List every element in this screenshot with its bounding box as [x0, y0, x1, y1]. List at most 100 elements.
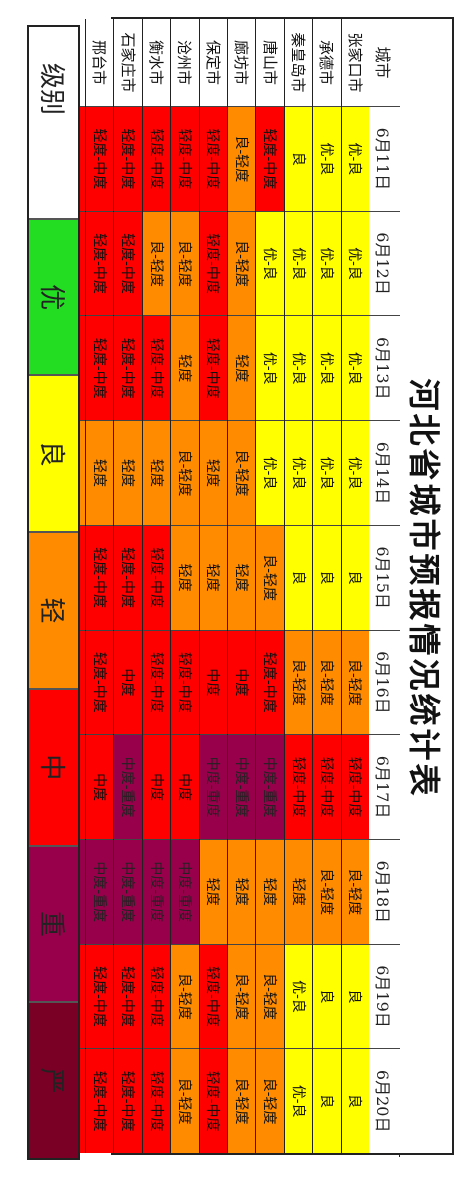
table-row: 石家庄市 轻度-中度 轻度-中度 轻度-中度 轻度 轻度-中度 中度 中度-重度 中度-重度 轻度…	[113, 19, 142, 1154]
forecast-cell: 优-良	[284, 211, 313, 317]
forecast-cell: 轻度-中度	[114, 1049, 142, 1154]
forecast-cell: 优-良	[284, 421, 313, 526]
city-name: 沧州市	[171, 19, 199, 107]
forecast-cell: 轻度-中度	[142, 944, 171, 1050]
level-legend: 级别 优良轻中重严	[27, 25, 80, 1160]
forecast-cell: 良-轻度	[313, 630, 341, 736]
forecast-cell: 轻度-中度	[256, 630, 284, 736]
city-name: 承德市	[313, 19, 341, 107]
header-date: 6月20日	[373, 1069, 393, 1133]
forecast-cell: 良-轻度	[142, 211, 171, 317]
forecast-cell: 轻度-中度	[142, 630, 171, 736]
forecast-cell: 轻度	[171, 316, 199, 422]
forecast-cell: 轻度-中度	[341, 735, 369, 840]
forecast-cell: 轻度-中度	[142, 525, 171, 631]
page-title: 河北省城市预报情况统计表	[399, 20, 452, 1157]
table-row: 秦皇岛市良优-良 优-良 优-良良良-轻度 轻度-中度 轻度 优-良 优-良	[283, 19, 313, 1154]
forecast-cell: 中度-重度	[86, 839, 114, 945]
forecast-cell: 中度-重度	[199, 735, 228, 840]
forecast-cell: 轻度-中度	[142, 107, 171, 212]
forecast-cell: 优-良	[313, 107, 341, 212]
forecast-cell: 良-轻度	[256, 1049, 284, 1154]
legend-item: 优	[29, 219, 78, 377]
forecast-cell: 轻度-中度	[199, 211, 228, 317]
forecast-cell: 轻度	[199, 525, 228, 631]
forecast-table: 河北省城市预报情况统计表 城市 6月11日 6月12日 6月13日 6月14日 6月15…	[56, 17, 454, 1157]
forecast-cell: 轻度-中度	[199, 107, 228, 212]
city-name: 邢台市	[86, 19, 114, 107]
legend-label: 级别	[29, 27, 78, 220]
forecast-cell: 优-良	[284, 944, 313, 1050]
header-date: 6月11日	[369, 107, 400, 212]
forecast-cell: 优-良	[313, 211, 341, 317]
header-date: 6月16日	[369, 630, 400, 736]
forecast-cell: 优-良	[341, 316, 369, 422]
table-row: 承德市 优-良 优-良 优-良 优-良良良-轻度 轻度-中度 良-轻度良良	[312, 19, 341, 1154]
forecast-cell: 轻度	[228, 316, 256, 422]
city-name: 张家口市	[341, 19, 369, 107]
city-name: 唐山市	[256, 19, 284, 107]
forecast-cell: 优-良	[313, 316, 341, 422]
forecast-cell: 轻度-中度	[313, 735, 341, 840]
forecast-cell: 轻度	[199, 839, 228, 945]
forecast-cell: 良	[341, 944, 369, 1050]
forecast-cell: 良-轻度	[313, 839, 341, 945]
header-city: 城市	[369, 19, 400, 107]
legend-item: 轻	[29, 533, 78, 690]
forecast-cell: 优-良	[341, 107, 369, 212]
forecast-cell: 轻度-中度	[199, 316, 228, 422]
forecast-cell: 轻度-中度	[86, 316, 114, 422]
forecast-cell: 轻度-中度	[199, 1049, 228, 1154]
forecast-cell: 中度-重度	[114, 839, 142, 945]
forecast-cell: 轻度	[284, 839, 313, 945]
forecast-cell: 轻度-中度	[171, 107, 199, 212]
forecast-cell: 中度-重度	[171, 839, 199, 945]
header-date: 6月13日	[369, 316, 400, 422]
forecast-cell: 优-良	[256, 421, 284, 526]
forecast-cell: 良-轻度	[256, 944, 284, 1050]
forecast-cell: 轻度-中度	[114, 316, 142, 422]
legend-item: 重	[29, 846, 78, 1004]
table-row: 唐山市 轻度-中度 优-良 优-良 优-良 良-轻度 轻度-中度 中度-重度 轻度 良-轻度 良-轻…	[255, 19, 284, 1154]
forecast-cell: 轻度	[228, 839, 256, 945]
forecast-cell: 轻度	[171, 525, 199, 631]
forecast-cell: 轻度	[256, 839, 284, 945]
forecast-cell: 良-轻度	[284, 630, 313, 736]
forecast-cell: 轻度	[228, 525, 256, 631]
forecast-cell: 良-轻度	[228, 421, 256, 526]
table-row: 保定市 轻度-中度 轻度-中度 轻度-中度 轻度 轻度 中度 中度-重度 轻度 轻度-中度 轻度-中…	[198, 19, 228, 1154]
forecast-cell: 轻度-中度	[86, 525, 114, 631]
forecast-cell: 中度	[228, 630, 256, 736]
header-date: 6月12日	[369, 211, 400, 317]
forecast-cell: 良-轻度	[171, 421, 199, 526]
forecast-cell: 轻度-中度	[86, 211, 114, 317]
forecast-cell: 中度-重度	[114, 735, 142, 840]
forecast-cell: 中度	[114, 630, 142, 736]
forecast-cell: 良-轻度	[228, 211, 256, 317]
table-header: 城市 6月11日 6月12日 6月13日 6月14日 6月15日 6月16日 6月17日 6月…	[368, 19, 400, 1153]
table-body: 张家口市 优-良 优-良 优-良 优-良良良-轻度 轻度-中度 良-轻度良良承德市 优-良 优-…	[56, 19, 369, 1154]
forecast-cell: 轻度-中度	[284, 735, 313, 840]
header-date: 6月19日	[369, 944, 400, 1050]
legend-item: 良	[29, 376, 78, 534]
table-row: 沧州市 轻度-中度 良-轻度 轻度 良-轻度 轻度 轻度-中度 中度 中度-重度 良-轻度 良-轻度	[170, 19, 199, 1154]
forecast-cell: 轻度-中度	[86, 107, 114, 212]
forecast-cell: 轻度-中度	[86, 944, 114, 1050]
forecast-cell: 中度	[142, 735, 171, 840]
forecast-cell: 轻度-中度	[142, 316, 171, 422]
forecast-cell: 优-良	[341, 421, 369, 526]
forecast-cell: 良-轻度	[171, 944, 199, 1050]
forecast-cell: 优-良	[341, 211, 369, 317]
forecast-cell: 轻度-中度	[114, 211, 142, 317]
city-name: 秦皇岛市	[284, 19, 313, 107]
forecast-cell: 轻度-中度	[199, 944, 228, 1050]
forecast-cell: 轻度-中度	[171, 630, 199, 736]
forecast-cell: 良	[313, 525, 341, 631]
forecast-cell: 中度	[199, 630, 228, 736]
forecast-cell: 轻度-中度	[86, 1049, 114, 1154]
forecast-cell: 良	[341, 525, 369, 631]
forecast-cell: 良-轻度	[341, 839, 369, 945]
forecast-cell: 轻度	[114, 421, 142, 526]
forecast-cell: 良-轻度	[171, 1049, 199, 1154]
